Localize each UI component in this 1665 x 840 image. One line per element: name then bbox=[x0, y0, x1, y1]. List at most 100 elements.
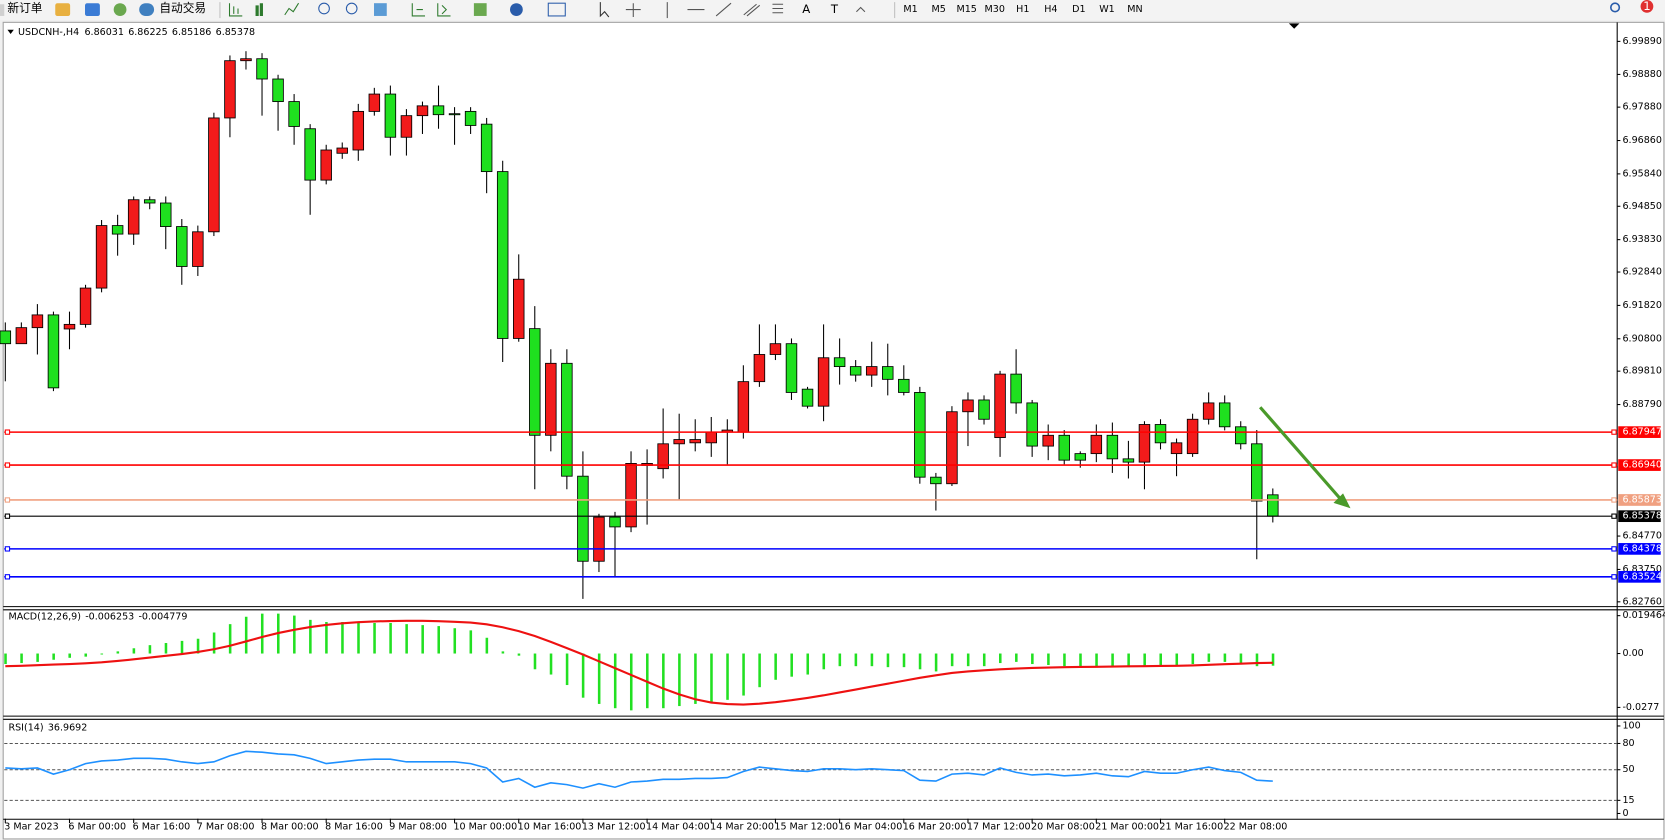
icon[interactable] bbox=[85, 3, 100, 16]
candle-body bbox=[384, 93, 397, 138]
timeframe-button[interactable]: M5 bbox=[931, 4, 945, 15]
y-tick-label: 0.00 bbox=[1622, 648, 1643, 659]
macd-bar bbox=[260, 613, 264, 654]
icon[interactable] bbox=[113, 3, 127, 16]
macd-bar bbox=[1207, 653, 1211, 662]
y-tick-label: 6.95840 bbox=[1622, 168, 1661, 179]
candle-body bbox=[143, 199, 156, 204]
trendline-tool[interactable] bbox=[715, 2, 732, 17]
close-value: 6.85378 bbox=[216, 26, 255, 37]
candle-body bbox=[95, 225, 108, 289]
icon[interactable] bbox=[345, 2, 358, 15]
icon[interactable] bbox=[255, 3, 263, 16]
fibo-tool[interactable] bbox=[772, 3, 784, 14]
timeframe-button[interactable]: W1 bbox=[1099, 4, 1115, 15]
candle-body bbox=[705, 431, 718, 444]
macd-bar bbox=[116, 651, 120, 654]
macd-bar bbox=[1191, 653, 1195, 665]
rsi-title: RSI(14) bbox=[9, 722, 44, 733]
macd-bar bbox=[950, 653, 954, 667]
macd-bar bbox=[1159, 653, 1162, 667]
rsi-header: RSI(14) 36.9692 bbox=[9, 722, 88, 733]
candle-body bbox=[545, 362, 557, 436]
arrows-tool[interactable] bbox=[856, 6, 866, 13]
macd-bar bbox=[1063, 653, 1066, 667]
rsi-line bbox=[5, 750, 1273, 789]
trend-arrow bbox=[1258, 406, 1345, 503]
candle-body bbox=[561, 362, 573, 477]
candle-body bbox=[898, 378, 910, 393]
search-icon[interactable] bbox=[1610, 2, 1621, 13]
macd-bar bbox=[694, 653, 697, 704]
candle-body bbox=[512, 278, 525, 339]
macd-bar bbox=[565, 653, 569, 686]
icon[interactable] bbox=[547, 2, 566, 17]
macd-bar bbox=[469, 630, 473, 654]
x-tick-label: 21 Mar 16:00 bbox=[1159, 822, 1223, 833]
timeframe-button[interactable]: M15 bbox=[957, 4, 977, 15]
macd-bar bbox=[629, 653, 633, 711]
signal-value: -0.004779 bbox=[138, 611, 187, 622]
channel-tool[interactable] bbox=[743, 3, 761, 17]
price-label: 6.83524 bbox=[1622, 571, 1661, 582]
macd-bar bbox=[373, 622, 376, 654]
icon[interactable] bbox=[284, 2, 300, 16]
icon[interactable] bbox=[228, 3, 243, 17]
price-label-box bbox=[1618, 510, 1661, 523]
x-tick-label: 21 Mar 00:00 bbox=[1095, 822, 1159, 833]
high-value: 6.86225 bbox=[128, 26, 167, 37]
text-tool[interactable]: A bbox=[802, 2, 810, 16]
macd-bar bbox=[790, 653, 793, 677]
label-tool[interactable]: T bbox=[830, 2, 839, 16]
timeframe-button[interactable]: M1 bbox=[903, 4, 917, 15]
macd-bar bbox=[597, 653, 601, 704]
icon[interactable] bbox=[411, 3, 426, 17]
timeframe-button[interactable]: D1 bbox=[1072, 4, 1085, 15]
macd-bar bbox=[52, 653, 55, 660]
timeframe-button[interactable]: H1 bbox=[1016, 4, 1029, 15]
candle-body bbox=[224, 60, 236, 119]
y-tick-label: 15 bbox=[1622, 795, 1634, 806]
macd-bar bbox=[581, 653, 585, 698]
candle-body bbox=[1026, 402, 1038, 447]
icon[interactable] bbox=[139, 3, 155, 16]
timeframes: M1 M5 M15 M30 H1 H4 D1 W1 MN bbox=[903, 4, 1142, 15]
icon[interactable] bbox=[55, 3, 71, 16]
candle-body bbox=[1058, 434, 1070, 461]
new-order-button[interactable]: 新订单 bbox=[7, 1, 42, 15]
macd-bar bbox=[68, 653, 71, 658]
timeframe-button[interactable]: H4 bbox=[1044, 4, 1057, 15]
price-line-handle bbox=[4, 513, 11, 519]
y-tick-label: 0.019464 bbox=[1622, 610, 1665, 621]
y-tick-label: 6.98880 bbox=[1622, 69, 1661, 80]
icon[interactable] bbox=[473, 3, 487, 16]
notification-badge[interactable] bbox=[1640, 0, 1654, 13]
price-line-handle bbox=[4, 429, 11, 435]
crosshair-tool[interactable] bbox=[625, 3, 641, 18]
candle-body bbox=[496, 171, 509, 339]
cursor-tool[interactable] bbox=[599, 2, 610, 18]
candle-body bbox=[994, 373, 1006, 439]
candle-body bbox=[962, 399, 974, 413]
icon[interactable] bbox=[437, 3, 451, 17]
icon[interactable] bbox=[374, 3, 387, 16]
candle-body bbox=[272, 78, 284, 103]
macd-bar bbox=[437, 626, 440, 654]
icon[interactable] bbox=[510, 3, 523, 16]
timeframe-button[interactable]: MN bbox=[1127, 4, 1142, 15]
symbol-menu[interactable] bbox=[7, 29, 14, 35]
candle-body bbox=[1202, 402, 1215, 420]
candle-body bbox=[47, 314, 60, 389]
macd-bar bbox=[982, 653, 986, 667]
macd-bar bbox=[1143, 653, 1146, 667]
candle-body bbox=[111, 225, 124, 235]
x-tick-label: 7 Mar 08:00 bbox=[197, 822, 255, 833]
timeframe-button[interactable]: M30 bbox=[985, 4, 1005, 15]
auto-trading-button[interactable]: 自动交易 bbox=[159, 1, 206, 15]
candle-body bbox=[801, 388, 814, 407]
icon[interactable] bbox=[318, 2, 330, 15]
y-tick-label: 6.93830 bbox=[1622, 234, 1661, 245]
candle-body bbox=[79, 287, 92, 325]
